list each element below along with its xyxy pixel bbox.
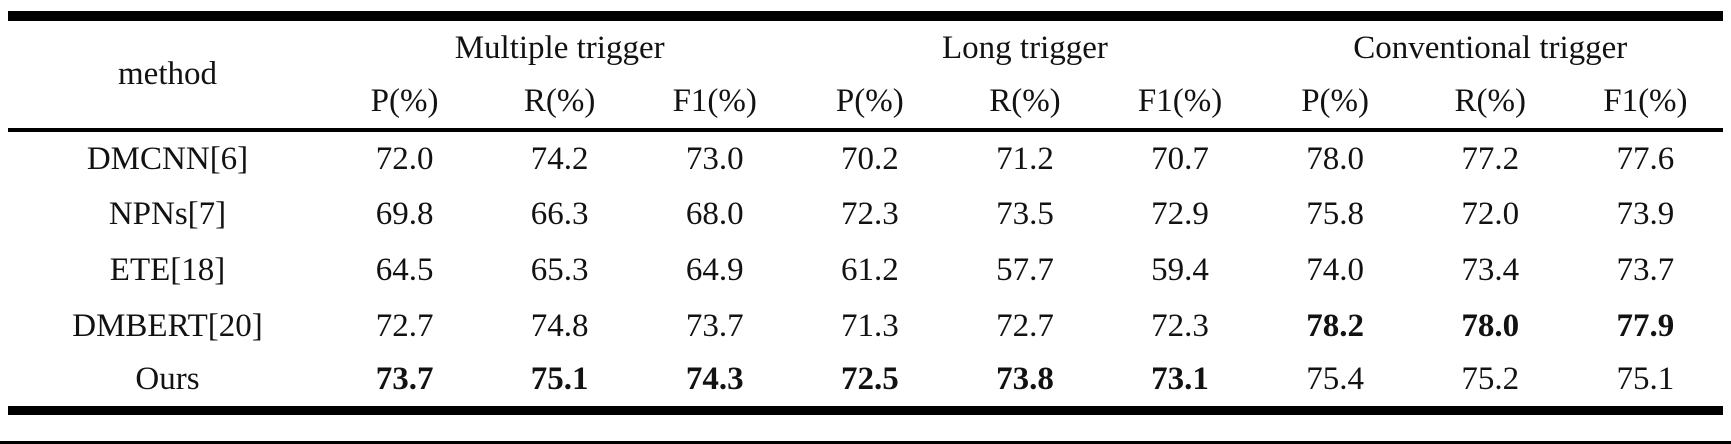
table-row-npns: NPNs[7] 69.8 66.3 68.0 72.3 73.5 72.9 75… (8, 186, 1723, 242)
metric-value: 74.0 (1306, 251, 1364, 288)
metric-value: 75.1 (482, 354, 638, 415)
metric-value: 72.3 (1151, 307, 1209, 344)
metric-value: 75.2 (1412, 354, 1568, 415)
col-header-long-f1: F1(%) (1102, 75, 1258, 132)
group-header-multiple-trigger: Multiple trigger (454, 29, 665, 66)
metric-value: 74.8 (530, 307, 589, 344)
metric-value: 73.7 (685, 307, 744, 344)
results-table: method Multiple trigger Long trigger Con… (8, 11, 1723, 415)
metric-value: 64.5 (375, 251, 434, 288)
metric-value: 78.2 (1306, 307, 1364, 344)
metric-value: 73.5 (996, 195, 1054, 232)
group-header-row: method Multiple trigger Long trigger Con… (8, 16, 1723, 132)
metric-value: 70.2 (840, 140, 899, 177)
table-row-dmbert: DMBERT[20] 72.7 74.8 73.7 71.3 72.7 72.3… (8, 298, 1723, 354)
metric-value: 72.3 (840, 195, 899, 232)
metric-value: 73.4 (1461, 251, 1520, 288)
metric-header-row: P(%) R(%) F1(%) P(%) R(%) F1(%) P(%) R(%… (8, 75, 1723, 132)
metric-value: 73.1 (1102, 354, 1258, 415)
table-row-ete: ETE[18] 64.5 65.3 64.9 61.2 57.7 59.4 74… (8, 242, 1723, 298)
metric-value: 77.2 (1461, 140, 1520, 177)
table-row-ours: Ours 73.7 75.1 74.3 72.5 73.8 73.1 75.4 … (8, 354, 1723, 415)
metric-value: 73.8 (947, 354, 1103, 415)
metric-value: 70.7 (1151, 140, 1209, 177)
metric-value: 74.3 (637, 354, 793, 415)
group-header-conventional-trigger: Conventional trigger (1353, 29, 1628, 66)
col-header-conventional-r: R(%) (1412, 75, 1568, 132)
metric-value: 72.9 (1151, 195, 1209, 232)
metric-value: 71.2 (996, 140, 1054, 177)
metric-value: 69.8 (375, 195, 434, 232)
metric-value: 78.0 (1461, 307, 1520, 344)
metric-value: 65.3 (530, 251, 589, 288)
metric-value: 78.0 (1306, 140, 1364, 177)
method-name: ETE[18] (109, 251, 226, 288)
table-body: DMCNN[6] 72.0 74.2 73.0 70.2 71.2 70.7 7… (8, 130, 1723, 415)
col-header-long-p: P(%) (792, 75, 948, 132)
metric-value: 73.9 (1616, 195, 1675, 232)
metric-value: 75.8 (1306, 195, 1364, 232)
metric-value: 73.7 (327, 354, 483, 415)
metric-value: 59.4 (1151, 251, 1209, 288)
col-header-method: method (8, 16, 328, 132)
method-name: Ours (8, 354, 328, 415)
metric-value: 72.0 (1461, 195, 1520, 232)
metric-value: 77.6 (1616, 140, 1675, 177)
metric-value: 64.9 (685, 251, 744, 288)
metric-value: 57.7 (996, 251, 1054, 288)
col-header-multiple-p: P(%) (327, 75, 483, 132)
metric-value: 68.0 (685, 195, 744, 232)
group-header-long-trigger: Long trigger (942, 29, 1108, 66)
metric-value: 72.7 (996, 307, 1054, 344)
metric-value: 73.7 (1616, 251, 1675, 288)
col-header-conventional-p: P(%) (1257, 75, 1413, 132)
col-header-multiple-f1: F1(%) (637, 75, 793, 132)
metric-value: 61.2 (840, 251, 899, 288)
col-header-multiple-r: R(%) (482, 75, 638, 132)
metric-value: 75.4 (1257, 354, 1413, 415)
metric-value: 75.1 (1567, 354, 1723, 415)
metric-value: 77.9 (1616, 307, 1675, 344)
method-name: DMBERT[20] (72, 307, 263, 344)
metric-value: 72.0 (375, 140, 434, 177)
metric-value: 73.0 (685, 140, 744, 177)
metric-value: 66.3 (530, 195, 589, 232)
col-header-long-r: R(%) (947, 75, 1103, 132)
method-name: DMCNN[6] (86, 140, 249, 177)
table-row-dmcnn: DMCNN[6] 72.0 74.2 73.0 70.2 71.2 70.7 7… (8, 130, 1723, 186)
metric-value: 71.3 (840, 307, 899, 344)
col-header-conventional-f1: F1(%) (1567, 75, 1723, 132)
metric-value: 74.2 (530, 140, 589, 177)
method-name: NPNs[7] (108, 195, 227, 232)
table-header: method Multiple trigger Long trigger Con… (8, 16, 1723, 132)
paper-table-page: { "colors": { "background": "#ffffff", "… (0, 11, 1731, 444)
metric-value: 72.5 (792, 354, 948, 415)
metric-value: 72.7 (375, 307, 434, 344)
